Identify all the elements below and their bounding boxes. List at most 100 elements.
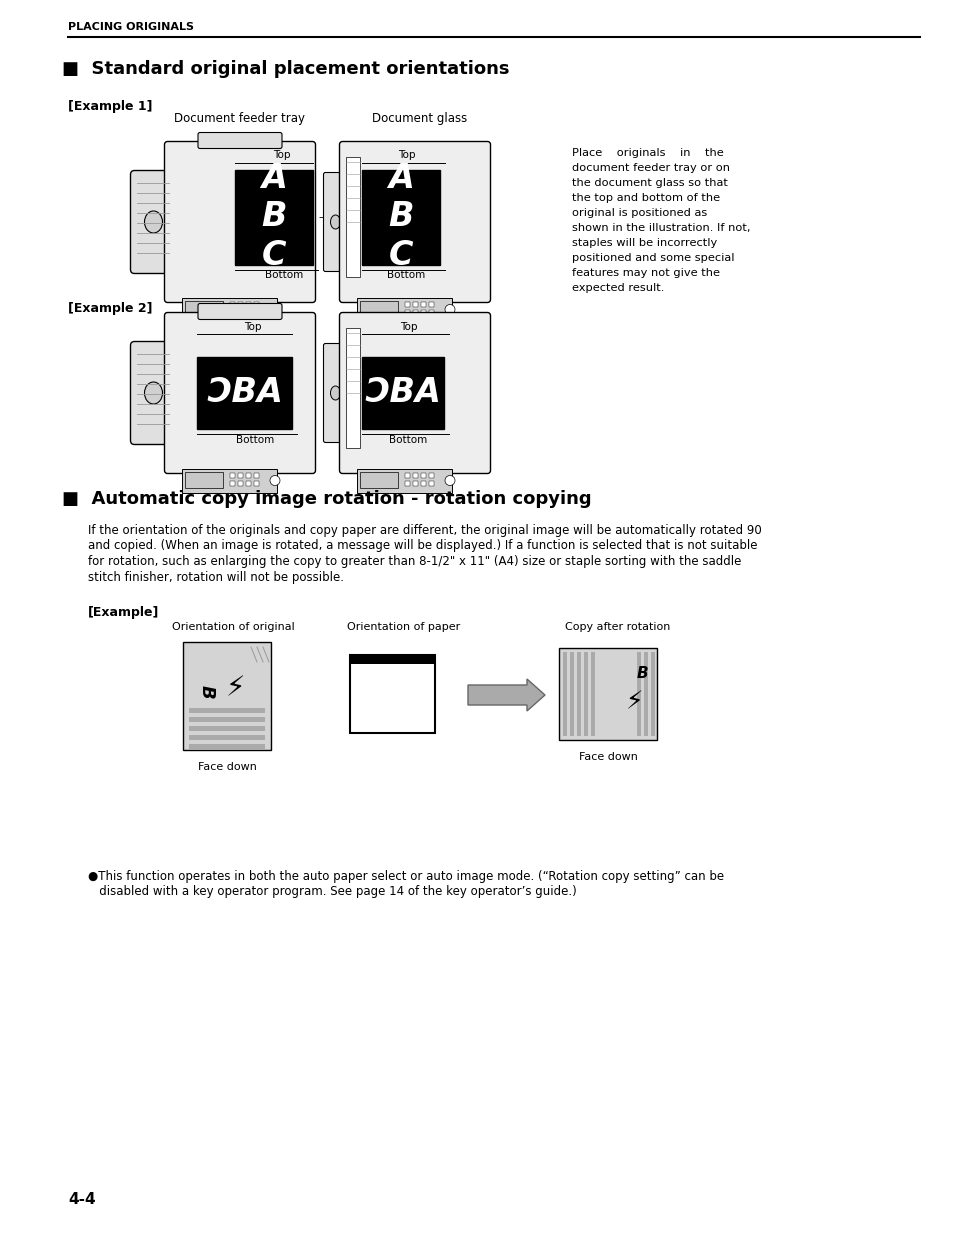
FancyBboxPatch shape bbox=[323, 343, 347, 442]
Text: disabled with a key operator program. See page 14 of the key operator’s guide.): disabled with a key operator program. Se… bbox=[88, 885, 577, 899]
Ellipse shape bbox=[144, 382, 162, 404]
Bar bbox=[420, 480, 426, 485]
Bar bbox=[429, 480, 434, 485]
Text: and copied. (When an image is rotated, a message will be displayed.) If a functi: and copied. (When an image is rotated, a… bbox=[88, 540, 757, 552]
Bar bbox=[583, 652, 587, 736]
Bar bbox=[182, 298, 276, 321]
Bar bbox=[189, 743, 265, 748]
Bar bbox=[234, 169, 313, 264]
FancyBboxPatch shape bbox=[131, 170, 176, 273]
Text: A
B
C: A B C bbox=[261, 162, 287, 272]
Bar bbox=[405, 473, 410, 478]
Text: Bottom: Bottom bbox=[387, 270, 425, 280]
Text: [Example 1]: [Example 1] bbox=[68, 100, 152, 112]
Bar bbox=[189, 726, 265, 731]
Bar bbox=[405, 301, 410, 306]
Text: 4-4: 4-4 bbox=[68, 1192, 95, 1207]
Bar bbox=[569, 652, 574, 736]
Text: Bottom: Bottom bbox=[265, 270, 303, 280]
Bar bbox=[246, 301, 251, 306]
Circle shape bbox=[270, 475, 280, 485]
Text: shown in the illustration. If not,: shown in the illustration. If not, bbox=[572, 224, 750, 233]
Text: Place    originals    in    the: Place originals in the bbox=[572, 148, 723, 158]
Bar bbox=[362, 169, 440, 264]
Bar bbox=[237, 480, 243, 485]
FancyBboxPatch shape bbox=[198, 132, 282, 148]
Circle shape bbox=[270, 305, 280, 315]
Bar bbox=[253, 480, 258, 485]
Ellipse shape bbox=[330, 215, 340, 228]
Ellipse shape bbox=[144, 211, 162, 233]
Text: the document glass so that: the document glass so that bbox=[572, 178, 727, 188]
Bar bbox=[429, 301, 434, 306]
Bar bbox=[359, 300, 397, 316]
Text: B: B bbox=[198, 685, 215, 699]
Bar bbox=[420, 301, 426, 306]
Bar bbox=[413, 480, 417, 485]
Bar bbox=[230, 480, 234, 485]
Bar bbox=[356, 468, 452, 493]
Text: expected result.: expected result. bbox=[572, 283, 663, 293]
Text: –: – bbox=[317, 212, 323, 222]
Text: ⚡: ⚡ bbox=[625, 690, 643, 714]
Bar bbox=[413, 301, 417, 306]
Bar bbox=[237, 473, 243, 478]
Bar bbox=[350, 655, 435, 664]
Text: If the orientation of the originals and copy paper are different, the original i: If the orientation of the originals and … bbox=[88, 524, 760, 537]
Bar bbox=[189, 708, 265, 713]
Text: Orientation of paper: Orientation of paper bbox=[347, 622, 460, 632]
FancyBboxPatch shape bbox=[323, 173, 347, 272]
Bar bbox=[405, 480, 410, 485]
Text: ■  Automatic copy image rotation - rotation copying: ■ Automatic copy image rotation - rotati… bbox=[62, 490, 591, 508]
Bar bbox=[230, 473, 234, 478]
Bar bbox=[413, 310, 417, 315]
Bar bbox=[189, 735, 265, 740]
Text: the top and bottom of the: the top and bottom of the bbox=[572, 193, 720, 203]
Text: Top: Top bbox=[273, 151, 291, 161]
Text: ⚡: ⚡ bbox=[225, 674, 245, 701]
Text: PLACING ORIGINALS: PLACING ORIGINALS bbox=[68, 22, 193, 32]
Bar bbox=[189, 718, 265, 722]
Text: original is positioned as: original is positioned as bbox=[572, 207, 706, 219]
Bar bbox=[246, 310, 251, 315]
Text: Copy after rotation: Copy after rotation bbox=[565, 622, 670, 632]
Bar bbox=[253, 473, 258, 478]
Text: document feeder tray or on: document feeder tray or on bbox=[572, 163, 729, 173]
Bar bbox=[362, 357, 444, 429]
Bar bbox=[429, 310, 434, 315]
Text: ƆBA: ƆBA bbox=[365, 377, 441, 410]
Text: A
B
C: A B C bbox=[388, 162, 414, 272]
Bar bbox=[350, 655, 435, 734]
Text: [Example]: [Example] bbox=[88, 606, 159, 619]
Text: Bottom: Bottom bbox=[235, 435, 274, 445]
Bar bbox=[558, 648, 657, 740]
Bar bbox=[577, 652, 580, 736]
Text: Document glass: Document glass bbox=[372, 112, 467, 125]
Text: ■  Standard original placement orientations: ■ Standard original placement orientatio… bbox=[62, 61, 509, 78]
Ellipse shape bbox=[330, 387, 340, 400]
Text: for rotation, such as enlarging the copy to greater than 8-1/2" x 11" (A4) size : for rotation, such as enlarging the copy… bbox=[88, 555, 740, 568]
Bar bbox=[650, 652, 655, 736]
Bar bbox=[185, 300, 223, 316]
Bar bbox=[405, 310, 410, 315]
FancyBboxPatch shape bbox=[339, 312, 490, 473]
Text: features may not give the: features may not give the bbox=[572, 268, 720, 278]
Bar bbox=[182, 468, 276, 493]
Bar bbox=[562, 652, 566, 736]
Bar bbox=[183, 642, 271, 750]
Circle shape bbox=[444, 305, 455, 315]
Bar bbox=[346, 327, 360, 447]
Bar bbox=[237, 310, 243, 315]
Text: Document feeder tray: Document feeder tray bbox=[174, 112, 305, 125]
FancyBboxPatch shape bbox=[164, 312, 315, 473]
Bar bbox=[246, 473, 251, 478]
Bar bbox=[230, 310, 234, 315]
Text: ƆBA: ƆBA bbox=[207, 377, 283, 410]
Bar bbox=[429, 473, 434, 478]
Bar bbox=[356, 298, 452, 321]
Bar bbox=[197, 357, 293, 429]
FancyArrow shape bbox=[468, 679, 544, 711]
Bar bbox=[413, 473, 417, 478]
Bar bbox=[637, 652, 640, 736]
Bar bbox=[420, 310, 426, 315]
